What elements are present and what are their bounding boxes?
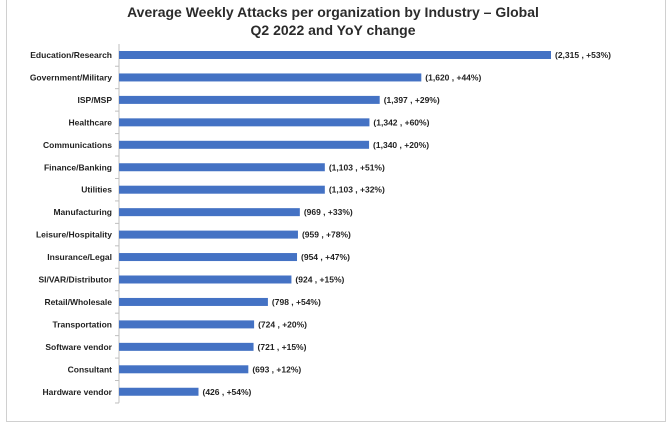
- data-label: (721 , +15%): [258, 342, 307, 352]
- category-label: Finance/Banking: [44, 162, 112, 172]
- data-label: (798 , +54%): [272, 297, 321, 307]
- category-label: Healthcare: [69, 117, 113, 127]
- category-label: Insurance/Legal: [47, 252, 112, 262]
- category-label: ISP/MSP: [78, 95, 113, 105]
- category-label: Hardware vendor: [43, 387, 113, 397]
- data-label: (693 , +12%): [252, 364, 301, 374]
- data-label: (426 , +54%): [202, 387, 251, 397]
- category-label: Government/Military: [30, 72, 112, 82]
- data-label: (1,103 , +51%): [329, 162, 385, 172]
- bar: [119, 185, 325, 194]
- bar: [119, 365, 249, 374]
- bar: [119, 297, 268, 306]
- category-label: Transportation: [52, 319, 112, 329]
- bar: [119, 342, 254, 351]
- category-label: Retail/Wholesale: [44, 297, 112, 307]
- bar: [119, 95, 380, 104]
- data-label: (1,342 , +60%): [373, 117, 429, 127]
- bar: [119, 275, 292, 284]
- category-label: Manufacturing: [53, 207, 112, 217]
- data-label: (954 , +47%): [301, 252, 350, 262]
- category-label: Education/Research: [30, 50, 112, 60]
- bar: [119, 73, 422, 82]
- data-label: (1,103 , +32%): [329, 185, 385, 195]
- category-label: Utilities: [81, 185, 112, 195]
- data-label: (924 , +15%): [295, 275, 344, 285]
- category-label: Leisure/Hospitality: [36, 230, 112, 240]
- bar: [119, 320, 255, 329]
- data-label: (1,340 , +20%): [373, 140, 429, 150]
- bar: [119, 163, 325, 172]
- category-label: Communications: [43, 140, 112, 150]
- data-label: (969 , +33%): [304, 207, 353, 217]
- bar: [119, 140, 370, 149]
- bar: [119, 387, 199, 396]
- data-label: (1,620 , +44%): [425, 72, 481, 82]
- bar: [119, 230, 298, 239]
- chart-title: Average Weekly Attacks per organization …: [127, 4, 539, 20]
- data-label: (959 , +78%): [302, 230, 351, 240]
- data-label: (724 , +20%): [258, 319, 307, 329]
- category-label: SI/VAR/Distributor: [38, 275, 112, 285]
- category-label: Consultant: [68, 364, 113, 374]
- data-label: (1,397 , +29%): [384, 95, 440, 105]
- bar: [119, 253, 298, 262]
- data-label: (2,315 , +53%): [555, 50, 611, 60]
- bar: [119, 51, 551, 59]
- bar: [119, 118, 370, 127]
- category-label: Software vendor: [45, 342, 112, 352]
- bar: [119, 208, 300, 217]
- chart-subtitle: Q2 2022 and YoY change: [250, 22, 416, 38]
